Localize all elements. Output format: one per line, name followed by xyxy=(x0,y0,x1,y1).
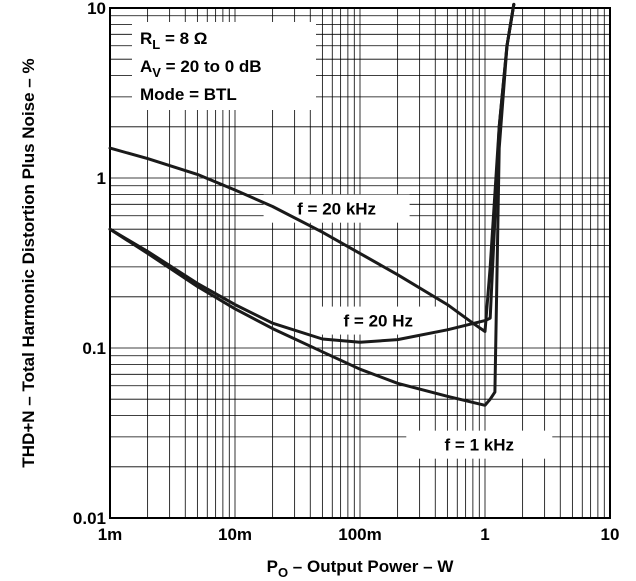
y-tick-label: 0.01 xyxy=(73,509,106,528)
y-tick-label: 10 xyxy=(87,0,106,18)
y-axis-title: THD+N – Total Harmonic Distortion Plus N… xyxy=(19,58,38,467)
condition-gain: AV = 20 to 0 dB xyxy=(140,57,262,80)
x-tick-label: 100m xyxy=(338,525,381,544)
series-label-bg-20hz xyxy=(313,306,444,335)
x-axis-title: PO – Output Power – W xyxy=(267,557,455,580)
y-tick-label: 1 xyxy=(97,169,106,188)
series-label-bg-1khz xyxy=(406,430,553,459)
condition-load-resistance: RL = 8 Ω xyxy=(140,29,207,52)
x-tick-label: 10m xyxy=(218,525,252,544)
series-lines xyxy=(108,2,516,407)
series-label-20khz: f = 20 kHz xyxy=(297,200,376,219)
y-tick-label: 0.1 xyxy=(82,339,106,358)
tick-labels: 1m 10m 100m 1 10 0.01 0.1 1 10 xyxy=(73,0,620,544)
x-tick-label: 1 xyxy=(480,525,489,544)
conditions-box xyxy=(132,22,316,110)
condition-mode: Mode = BTL xyxy=(140,85,237,104)
series-line-2 xyxy=(108,2,516,407)
x-tick-label: 1m xyxy=(98,525,123,544)
series-label-bg-20khz xyxy=(263,194,410,223)
series-label-20hz: f = 20 Hz xyxy=(344,312,413,331)
series-label-1khz: f = 1 kHz xyxy=(445,436,514,455)
x-tick-label: 10 xyxy=(601,525,620,544)
plot-frame xyxy=(109,7,611,519)
